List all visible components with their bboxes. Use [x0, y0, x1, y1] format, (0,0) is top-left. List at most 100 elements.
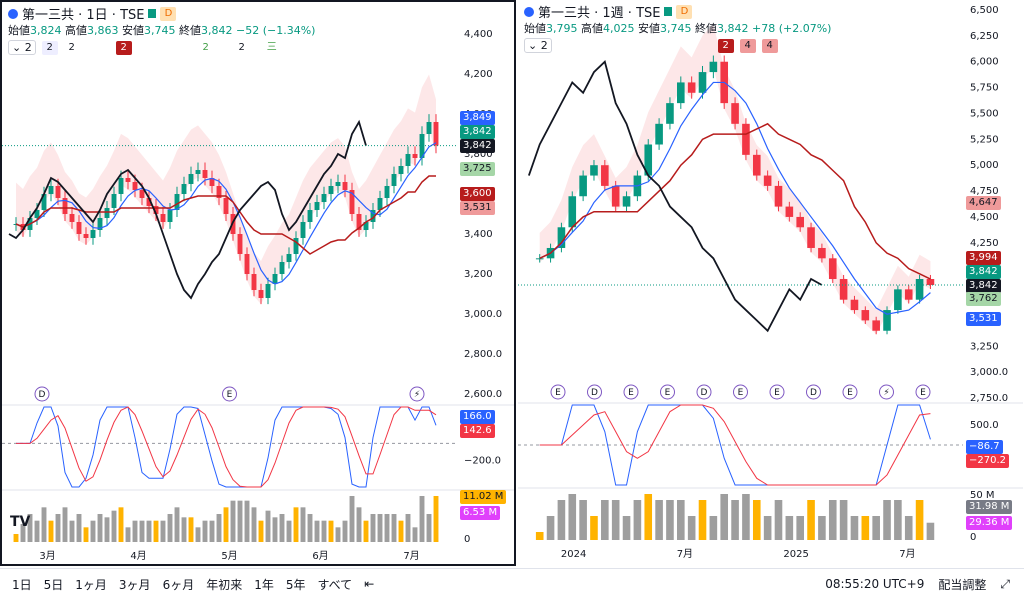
- osc-scale-label: 166.0: [460, 410, 495, 424]
- indicator-chip[interactable]: 2: [238, 41, 245, 53]
- range-ytd[interactable]: 年初来: [206, 577, 243, 592]
- event-marker-label: E: [628, 388, 634, 398]
- right-indicator-row: ⌄ 2 2 4 4: [524, 38, 778, 53]
- volume-bar: [557, 500, 566, 540]
- right-chart-canvas[interactable]: 6,500 6,250 6,000 5,750 5,500 5,250 5,000 4,750…: [518, 0, 1024, 566]
- price-scale-label: 3,762: [966, 292, 1001, 306]
- indicator-chip[interactable]: 4: [739, 38, 756, 53]
- indicator-chip[interactable]: 2: [41, 40, 58, 55]
- time-axis-tick: 2024: [561, 549, 586, 560]
- candle-body: [894, 289, 902, 311]
- volume-bar: [146, 520, 152, 542]
- candle-body: [153, 206, 159, 214]
- volume-bar: [535, 532, 544, 540]
- volume-bar: [720, 494, 729, 540]
- range-3m[interactable]: 3ヶ月: [118, 577, 151, 592]
- fullscreen-icon[interactable]: ⤢: [1000, 576, 1010, 591]
- volume-bar: [216, 514, 222, 542]
- indicator-chip[interactable]: 三: [266, 41, 277, 53]
- price-axis-tick: 3,200: [464, 269, 493, 280]
- volume-bar: [230, 500, 236, 542]
- volume-bar: [272, 517, 278, 542]
- clock-time[interactable]: 08:55:20 UTC+9: [825, 577, 925, 591]
- candle-body: [83, 234, 89, 238]
- volume-bar: [666, 500, 674, 540]
- event-marker-label: ⚡: [414, 390, 420, 400]
- volume-bar: [349, 496, 355, 542]
- volume-bar: [818, 516, 826, 540]
- event-marker-label: D: [701, 388, 708, 398]
- volume-bar: [785, 516, 794, 540]
- range-5y[interactable]: 5年: [285, 577, 306, 592]
- volume-bar: [398, 520, 404, 542]
- price-axis-tick: 4,200: [464, 69, 493, 80]
- right-chart-pane[interactable]: 6,500 6,250 6,000 5,750 5,500 5,250 5,000 4,750…: [518, 0, 1024, 566]
- candle-body: [377, 198, 383, 210]
- range-5d[interactable]: 5日: [43, 577, 64, 592]
- volume-bar: [55, 514, 61, 542]
- collapse-chevron-icon[interactable]: ⌄ 2: [524, 38, 552, 53]
- indicator-chip[interactable]: 2: [202, 41, 209, 53]
- volume-bar: [926, 522, 935, 540]
- osc-scale-label: −86.7: [966, 440, 1003, 454]
- dividend-adjust-toggle[interactable]: 配当調整: [938, 577, 987, 592]
- price-axis-tick: 4,400: [464, 29, 493, 40]
- indicator-chip[interactable]: 2: [68, 41, 75, 53]
- event-marker-label: E: [920, 388, 926, 398]
- volume-bar: [419, 496, 425, 542]
- event-marker-label: E: [847, 388, 853, 398]
- candle-body: [335, 182, 341, 186]
- indicator-chip[interactable]: 2: [717, 38, 734, 53]
- candle-body: [34, 210, 40, 218]
- left-symbol-title[interactable]: 第一三共 · 1日 · TSE: [22, 8, 145, 23]
- volume-bar: [244, 500, 250, 542]
- collapse-chevron-icon[interactable]: ⌄ 2: [8, 40, 36, 55]
- event-marker-label: ⚡: [883, 388, 889, 398]
- price-axis-tick: 4,750: [970, 186, 999, 197]
- price-scale-label: 3,842: [460, 125, 495, 139]
- volume-bar: [181, 517, 187, 542]
- indicator-chip[interactable]: 4: [761, 38, 778, 53]
- candle-body: [904, 289, 913, 300]
- left-chart-pane[interactable]: 4,4004,2004,0003,8003,6003,4003,2003,000…: [0, 0, 516, 566]
- right-chart-header: 第一三共 · 1週 · TSE D: [524, 2, 693, 21]
- left-dividend-badge[interactable]: D: [160, 6, 177, 21]
- globe-icon: [8, 8, 18, 19]
- right-ohlc-readout: 始値3,795 高値4,025 安値3,745 終値3,842 +78 (+2.…: [524, 22, 832, 35]
- candle-body: [785, 206, 794, 217]
- price-axis-tick: 3,800: [464, 149, 493, 160]
- volume-bar: [405, 514, 411, 542]
- volume-bar: [391, 514, 397, 542]
- candle-body: [861, 310, 870, 321]
- indicator-chip[interactable]: 2: [115, 40, 132, 55]
- right-dividend-badge[interactable]: D: [676, 4, 693, 19]
- volume-bar: [655, 500, 663, 540]
- volume-bar: [62, 507, 68, 542]
- candle-body: [763, 175, 772, 186]
- right-symbol-title[interactable]: 第一三共 · 1週 · TSE: [538, 6, 661, 21]
- range-6m[interactable]: 6ヶ月: [162, 577, 195, 592]
- price-scale-label: 3,842: [966, 279, 1001, 293]
- volume-bar: [698, 500, 707, 540]
- time-axis-tick: 5月: [221, 550, 237, 562]
- candle-body: [125, 178, 131, 182]
- volume-bar: [828, 500, 837, 540]
- price-axis-tick: 6,000: [970, 57, 999, 68]
- event-marker-label: D: [591, 388, 598, 398]
- ichimoku-cloud: [539, 24, 931, 335]
- candle-body: [384, 186, 390, 198]
- range-1d[interactable]: 1日: [12, 577, 32, 592]
- left-chart-canvas[interactable]: 4,4004,2004,0003,8003,6003,4003,2003,000…: [2, 2, 514, 564]
- candle-body: [251, 274, 257, 290]
- price-scale-label: 3,842: [460, 139, 495, 153]
- range-1m[interactable]: 1ヶ月: [75, 577, 107, 592]
- moving-average-line: [539, 81, 931, 315]
- volume-bar: [13, 534, 19, 542]
- volume-bar: [883, 500, 891, 540]
- range-all[interactable]: すべて: [317, 577, 353, 592]
- range-1y[interactable]: 1年: [254, 577, 274, 592]
- candle-body: [872, 320, 880, 331]
- date-range-icon[interactable]: ⇤: [364, 577, 375, 591]
- candle-body: [48, 186, 54, 194]
- volume-bar: [774, 500, 783, 540]
